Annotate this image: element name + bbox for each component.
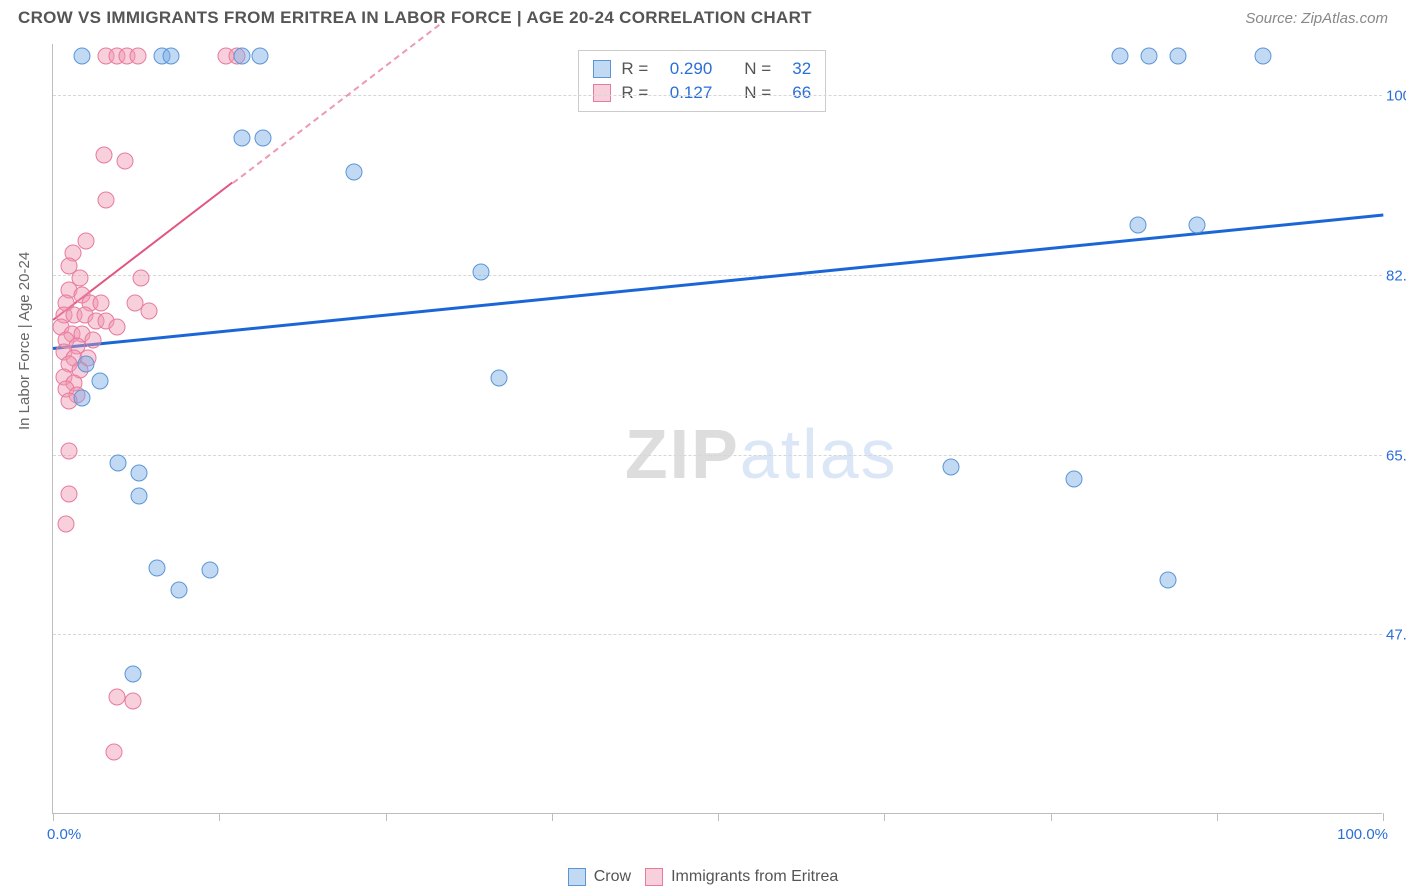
data-point (78, 356, 95, 373)
data-point (490, 369, 507, 386)
x-tick (386, 813, 387, 821)
legend-stat-row: R = 0.290 N = 32 (593, 57, 811, 81)
x-tick (53, 813, 54, 821)
gridline: 65.0% (53, 455, 1382, 456)
source-attribution: Source: ZipAtlas.com (1245, 10, 1388, 27)
data-point (95, 146, 112, 163)
x-tick (884, 813, 885, 821)
legend-label-crow: Crow (594, 868, 631, 886)
x-tick (219, 813, 220, 821)
x-axis-label: 0.0% (47, 826, 81, 843)
data-point (1066, 471, 1083, 488)
data-point (132, 270, 149, 287)
n-label: N = (744, 59, 771, 79)
data-point (78, 233, 95, 250)
data-point (942, 458, 959, 475)
watermark-zip: ZIP (625, 415, 740, 493)
data-point (124, 666, 141, 683)
chart-title: CROW VS IMMIGRANTS FROM ERITREA IN LABOR… (18, 8, 812, 28)
data-point (1188, 216, 1205, 233)
data-point (74, 48, 91, 65)
y-axis-label: In Labor Force | Age 20-24 (16, 252, 33, 430)
gridline: 47.5% (53, 634, 1382, 635)
y-tick-label: 65.0% (1386, 447, 1406, 464)
y-tick-label: 100.0% (1386, 88, 1406, 105)
swatch-icon (593, 60, 611, 78)
y-tick-label: 47.5% (1386, 627, 1406, 644)
correlation-legend: R = 0.290 N = 32 R = 0.127 N = 66 (578, 50, 826, 112)
data-point (1159, 571, 1176, 588)
data-point (1170, 48, 1187, 65)
data-point (131, 465, 148, 482)
x-tick (1217, 813, 1218, 821)
data-point (130, 48, 147, 65)
chart-header: CROW VS IMMIGRANTS FROM ERITREA IN LABOR… (0, 0, 1406, 32)
r-label: R = (621, 59, 648, 79)
source-name: ZipAtlas.com (1301, 10, 1388, 27)
data-point (58, 516, 75, 533)
series-legend: Crow Immigrants from Eritrea (0, 868, 1406, 886)
watermark: ZIPatlas (625, 414, 898, 494)
gridline: 82.5% (53, 275, 1382, 276)
data-point (106, 744, 123, 761)
r-label: R = (621, 83, 648, 103)
data-point (140, 302, 157, 319)
data-point (1140, 48, 1157, 65)
data-point (1130, 216, 1147, 233)
data-point (252, 48, 269, 65)
x-tick (1051, 813, 1052, 821)
data-point (171, 582, 188, 599)
data-point (345, 164, 362, 181)
legend-item-eritrea: Immigrants from Eritrea (645, 868, 838, 886)
data-point (74, 390, 91, 407)
x-tick (718, 813, 719, 821)
data-point (91, 372, 108, 389)
swatch-eritrea (645, 868, 663, 886)
data-point (148, 559, 165, 576)
n-value: 66 (781, 83, 811, 103)
r-value: 0.127 (658, 83, 712, 103)
x-tick (1383, 813, 1384, 821)
data-point (108, 319, 125, 336)
data-point (201, 561, 218, 578)
data-point (116, 153, 133, 170)
data-point (131, 487, 148, 504)
data-point (1255, 48, 1272, 65)
data-point (60, 485, 77, 502)
x-tick (552, 813, 553, 821)
watermark-atlas: atlas (740, 415, 898, 493)
scatter-chart: ZIPatlas R = 0.290 N = 32 R = 0.127 N = 66 47.5… (52, 44, 1382, 814)
data-point (1111, 48, 1128, 65)
data-point (60, 442, 77, 459)
data-point (84, 331, 101, 348)
swatch-icon (593, 84, 611, 102)
swatch-crow (568, 868, 586, 886)
legend-item-crow: Crow (568, 868, 631, 886)
legend-stat-row: R = 0.127 N = 66 (593, 81, 811, 105)
trend-line (53, 213, 1383, 349)
data-point (233, 130, 250, 147)
n-value: 32 (781, 59, 811, 79)
data-point (473, 263, 490, 280)
legend-label-eritrea: Immigrants from Eritrea (671, 868, 838, 886)
gridline: 100.0% (53, 95, 1382, 96)
data-point (233, 48, 250, 65)
data-point (255, 130, 272, 147)
data-point (124, 693, 141, 710)
data-point (108, 688, 125, 705)
data-point (163, 48, 180, 65)
data-point (98, 192, 115, 209)
n-label: N = (744, 83, 771, 103)
x-axis-label: 100.0% (1337, 826, 1388, 843)
source-label: Source: (1245, 10, 1301, 27)
data-point (110, 454, 127, 471)
data-point (92, 294, 109, 311)
r-value: 0.290 (658, 59, 712, 79)
y-tick-label: 82.5% (1386, 268, 1406, 285)
